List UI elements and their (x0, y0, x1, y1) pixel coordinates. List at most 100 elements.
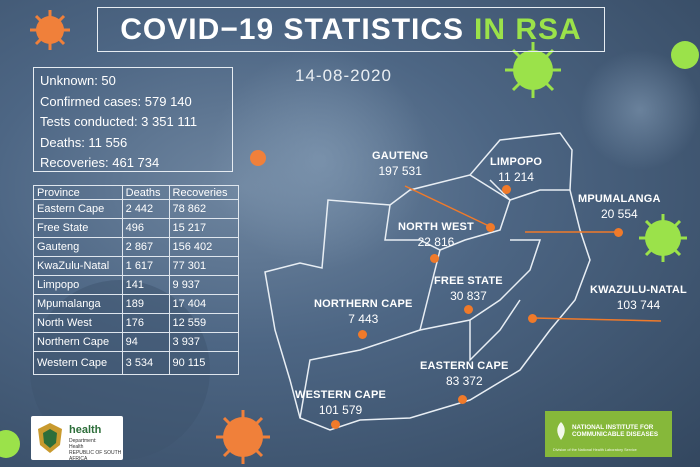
recoveries-count: Recoveries: 461 734 (40, 155, 160, 170)
province-cases: 103 744 (616, 298, 661, 312)
cell-deaths: 141 (121, 275, 170, 295)
virus-shadow-large (210, 50, 430, 270)
leader-lines (404, 185, 662, 322)
label-limpopo: LIMPOPO 11 214 (490, 156, 542, 184)
label-western-cape: WESTERN CAPE 101 579 (295, 389, 386, 417)
title-highlight: IN RSA (474, 12, 582, 46)
health-wordmark: health (69, 424, 102, 436)
nicd-name-line: COMMUNICABLE DISEASES (572, 431, 659, 438)
province-cases: 30 837 (450, 289, 487, 303)
table-header-row: Province Deaths Recoveries (33, 185, 240, 200)
nicd-emblem-icon (557, 422, 565, 440)
unknown-count: Unknown: 50 (40, 73, 116, 88)
cell-province: Mpumalanga (33, 294, 123, 314)
cell-deaths: 2 867 (121, 237, 170, 257)
label-northern-cape: NORTHERN CAPE 7 443 (314, 298, 413, 326)
province-cases: 22 816 (417, 235, 455, 249)
cell-deaths: 176 (121, 313, 170, 333)
northern-cape-marker (358, 330, 367, 339)
table-row: Limpopo 141 9 937 (33, 275, 240, 295)
cell-deaths: 1 617 (121, 256, 170, 276)
western-cape-marker (331, 420, 340, 429)
cell-recoveries: 156 402 (168, 237, 240, 257)
cell-province: Eastern Cape (33, 199, 123, 219)
orange-virus-icon (250, 150, 266, 166)
table-row: Western Cape 3 534 90 115 (33, 351, 240, 375)
label-kwazulu-natal: KWAZULU-NATAL 103 744 (590, 284, 687, 312)
tests-conducted: Tests conducted: 3 351 111 (40, 114, 198, 129)
kwazulu-natal-marker (528, 314, 537, 323)
green-virus-icon (0, 430, 20, 458)
province-cases: 83 372 (445, 374, 483, 388)
label-gauteng: GAUTENG 197 531 (372, 150, 428, 178)
table-row: KwaZulu-Natal 1 617 77 301 (33, 256, 240, 276)
green-virus-icon (505, 42, 561, 98)
green-virus-icon (639, 214, 687, 262)
cell-recoveries: 90 115 (168, 351, 240, 375)
health-subtext-line: Department: (69, 438, 97, 444)
confirmed-cases: Confirmed cases: 579 140 (40, 93, 192, 109)
province-name: FREE STATE (434, 275, 503, 287)
deaths-count: Deaths: 11 556 (40, 134, 128, 150)
orange-virus-icon (216, 410, 270, 464)
free-state-marker (464, 305, 473, 314)
cell-recoveries: 77 301 (168, 256, 240, 276)
title-main: COVID−19 STATISTICS (120, 12, 465, 46)
health-subtext-line: REPUBLIC OF SOUTH AFRICA (69, 450, 122, 462)
table-row: Northern Cape 94 3 937 (33, 332, 240, 352)
label-mpumalanga: MPUMALANGA 20 554 (578, 193, 661, 221)
cell-recoveries: 78 862 (168, 199, 240, 219)
south-africa-map (264, 132, 591, 431)
label-free-state: FREE STATE 30 837 (434, 275, 503, 303)
eastern-cape-marker (458, 395, 467, 404)
province-cases: 101 579 (318, 403, 363, 417)
nicd-name: NATIONAL INSTITUTE FOR COMMUNICABLE DISE… (572, 424, 658, 438)
header-province: Province (33, 185, 123, 200)
label-north-west: NORTH WEST 22 816 (398, 221, 474, 249)
cell-province: KwaZulu-Natal (33, 256, 123, 276)
province-name: NORTHERN CAPE (314, 298, 413, 310)
province-cases: 197 531 (378, 164, 422, 178)
cell-recoveries: 12 559 (168, 313, 240, 333)
nicd-tagline: Division of the National Health Laborato… (553, 448, 637, 452)
province-name: WESTERN CAPE (295, 389, 387, 401)
summary-box: Unknown: 50 Confirmed cases: 579 140 Tes… (33, 67, 233, 172)
label-eastern-cape: EASTERN CAPE 83 372 (420, 360, 509, 388)
mpumalanga-marker (614, 228, 623, 237)
cell-province: Limpopo (33, 275, 123, 295)
cell-province: North West (33, 313, 123, 333)
virus-shadow-right (580, 50, 700, 170)
green-virus-icon (671, 41, 699, 69)
province-name: KWAZULU-NATAL (590, 284, 687, 296)
province-name: EASTERN CAPE (420, 360, 509, 372)
table-row: Eastern Cape 2 442 78 862 (33, 199, 240, 219)
health-department-logo: health Department: Health REPUBLIC OF SO… (31, 416, 123, 462)
nicd-logo: NATIONAL INSTITUTE FOR COMMUNICABLE DISE… (545, 411, 672, 457)
coat-of-arms-icon (38, 423, 62, 453)
table-row: North West 176 12 559 (33, 313, 240, 333)
report-date: 14-08-2020 (295, 66, 392, 85)
table-row: Mpumalanga 189 17 404 (33, 294, 240, 314)
table-row: Gauteng 2 867 156 402 (33, 237, 240, 257)
cell-province: Gauteng (33, 237, 123, 257)
province-name: MPUMALANGA (578, 193, 661, 205)
header-deaths: Deaths (121, 185, 170, 200)
cell-recoveries: 9 937 (168, 275, 240, 295)
cell-deaths: 3 534 (121, 351, 170, 375)
province-cases: 7 443 (348, 312, 379, 326)
province-name: GAUTENG (372, 150, 429, 162)
province-table: Province Deaths Recoveries Eastern Cape 2… (33, 185, 240, 375)
province-cases: 20 554 (600, 207, 638, 221)
cell-recoveries: 15 217 (168, 218, 240, 238)
province-name: NORTH WEST (398, 221, 474, 233)
title-banner: COVID−19 STATISTICS IN RSA (97, 7, 605, 52)
cell-deaths: 496 (121, 218, 170, 238)
cell-recoveries: 17 404 (168, 294, 240, 314)
nicd-name-line: NATIONAL INSTITUTE FOR (572, 424, 654, 431)
cell-recoveries: 3 937 (168, 332, 240, 352)
cell-deaths: 2 442 (121, 199, 170, 219)
province-borders (384, 179, 511, 251)
health-subtext-line: Health (69, 444, 84, 450)
health-subtext: Department: Health REPUBLIC OF SOUTH AFR… (69, 438, 123, 462)
header-recoveries: Recoveries (168, 185, 240, 200)
